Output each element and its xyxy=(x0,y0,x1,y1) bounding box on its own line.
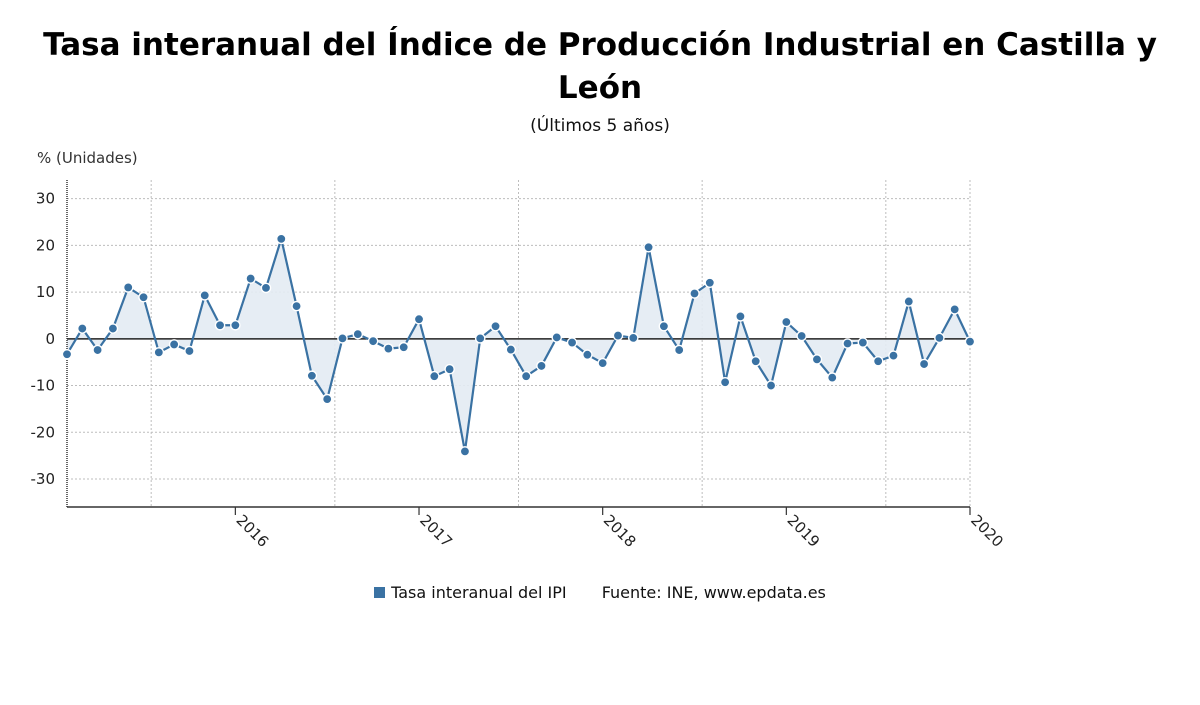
data-point xyxy=(826,372,838,383)
data-point xyxy=(398,341,410,353)
data-point xyxy=(918,358,930,370)
data-point xyxy=(122,282,134,293)
data-point xyxy=(321,393,333,405)
data-point xyxy=(61,348,73,360)
y-tick-label: 0 xyxy=(45,330,55,348)
gridlines xyxy=(67,180,971,507)
data-point xyxy=(505,344,517,355)
data-point xyxy=(184,345,195,357)
axes xyxy=(66,180,971,515)
y-tick-label: -30 xyxy=(31,470,56,488)
data-point xyxy=(750,355,762,367)
data-point xyxy=(199,290,211,301)
data-point xyxy=(459,446,471,457)
x-tick-label: 2020 xyxy=(967,511,1007,551)
data-point xyxy=(444,363,455,375)
data-point xyxy=(275,233,287,245)
data-point xyxy=(934,332,945,344)
data-point xyxy=(949,304,960,315)
data-point xyxy=(842,338,853,349)
data-point xyxy=(551,332,563,343)
data-point xyxy=(704,277,716,289)
y-tick-label: 30 xyxy=(36,190,55,208)
data-point xyxy=(796,330,807,342)
data-point xyxy=(214,319,226,331)
data-point xyxy=(260,282,272,294)
legend-entry[interactable]: Tasa interanual del IPI xyxy=(391,583,567,602)
data-point xyxy=(612,330,624,341)
data-point xyxy=(582,349,593,361)
data-point xyxy=(872,355,884,367)
data-point xyxy=(903,296,915,307)
data-point xyxy=(566,337,578,348)
y-tick-label: -20 xyxy=(31,423,56,441)
data-point xyxy=(673,344,685,356)
data-point xyxy=(107,323,119,334)
data-point xyxy=(964,336,976,347)
data-point xyxy=(765,380,777,391)
data-point xyxy=(230,319,241,331)
y-axis-label: % (Unidades) xyxy=(37,149,138,167)
data-point xyxy=(367,335,379,347)
data-point xyxy=(811,354,823,365)
data-point xyxy=(857,337,869,348)
data-point xyxy=(627,332,639,344)
legend-swatch xyxy=(374,587,386,598)
data-point xyxy=(306,370,318,382)
y-tick-label: 10 xyxy=(36,283,55,301)
area-fill xyxy=(67,238,970,452)
y-ticks: -30 -20 -10 0 10 20 30 xyxy=(31,190,56,488)
y-tick-label: 20 xyxy=(36,236,55,254)
data-point xyxy=(658,320,670,332)
data-point xyxy=(77,323,88,334)
data-point xyxy=(429,370,440,382)
data-point xyxy=(413,313,425,325)
y-tick-label: -10 xyxy=(31,377,56,395)
x-ticks: 2016 2017 2018 2019 2020 xyxy=(233,511,1007,551)
data-point xyxy=(474,333,486,344)
x-tick-label: 2019 xyxy=(784,511,824,551)
legend: Tasa interanual del IPI Fuente: INE, www… xyxy=(0,583,1200,602)
data-point xyxy=(383,343,394,354)
data-point xyxy=(352,328,364,340)
data-point xyxy=(92,344,103,356)
data-point xyxy=(153,347,165,358)
data-point xyxy=(245,273,256,284)
x-tick-label: 2018 xyxy=(600,511,640,551)
data-point xyxy=(536,360,547,372)
data-point xyxy=(597,357,608,369)
chart-subtitle: (Últimos 5 años) xyxy=(530,116,670,136)
series-points xyxy=(61,233,976,457)
x-tick-label: 2016 xyxy=(233,511,273,551)
data-point xyxy=(888,350,899,361)
data-point xyxy=(490,320,501,332)
data-point xyxy=(138,291,149,303)
data-point xyxy=(291,300,302,312)
data-point xyxy=(719,376,731,388)
series-area xyxy=(67,238,970,452)
source-note: Fuente: INE, www.epdata.es xyxy=(601,583,826,602)
data-point xyxy=(337,333,348,344)
data-point xyxy=(735,311,746,322)
data-point xyxy=(643,241,654,253)
data-point xyxy=(781,316,792,328)
chart-title: Tasa interanual del Índice de Producción… xyxy=(43,27,1157,106)
data-point xyxy=(689,288,700,299)
data-point xyxy=(168,339,180,350)
data-point xyxy=(520,370,532,382)
x-tick-label: 2017 xyxy=(416,511,456,551)
